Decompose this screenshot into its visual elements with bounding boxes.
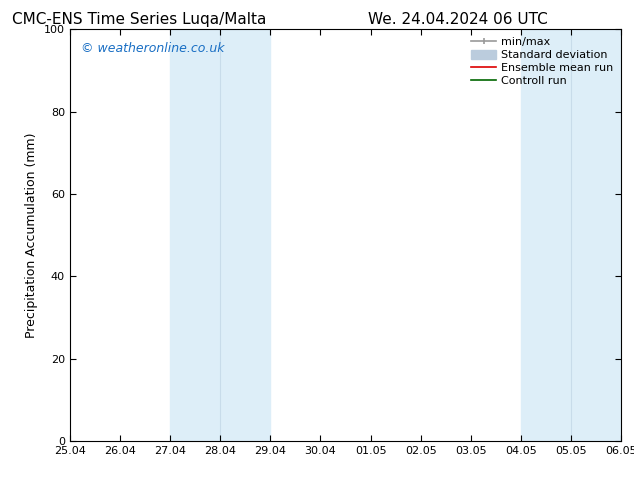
Text: © weatheronline.co.uk: © weatheronline.co.uk (81, 42, 224, 55)
Text: We. 24.04.2024 06 UTC: We. 24.04.2024 06 UTC (368, 12, 548, 27)
Bar (170, 29, 270, 441)
Bar (521, 29, 621, 441)
Legend: min/max, Standard deviation, Ensemble mean run, Controll run: min/max, Standard deviation, Ensemble me… (469, 35, 616, 88)
Y-axis label: Precipitation Accumulation (mm): Precipitation Accumulation (mm) (25, 132, 38, 338)
Text: CMC-ENS Time Series Luqa/Malta: CMC-ENS Time Series Luqa/Malta (12, 12, 266, 27)
